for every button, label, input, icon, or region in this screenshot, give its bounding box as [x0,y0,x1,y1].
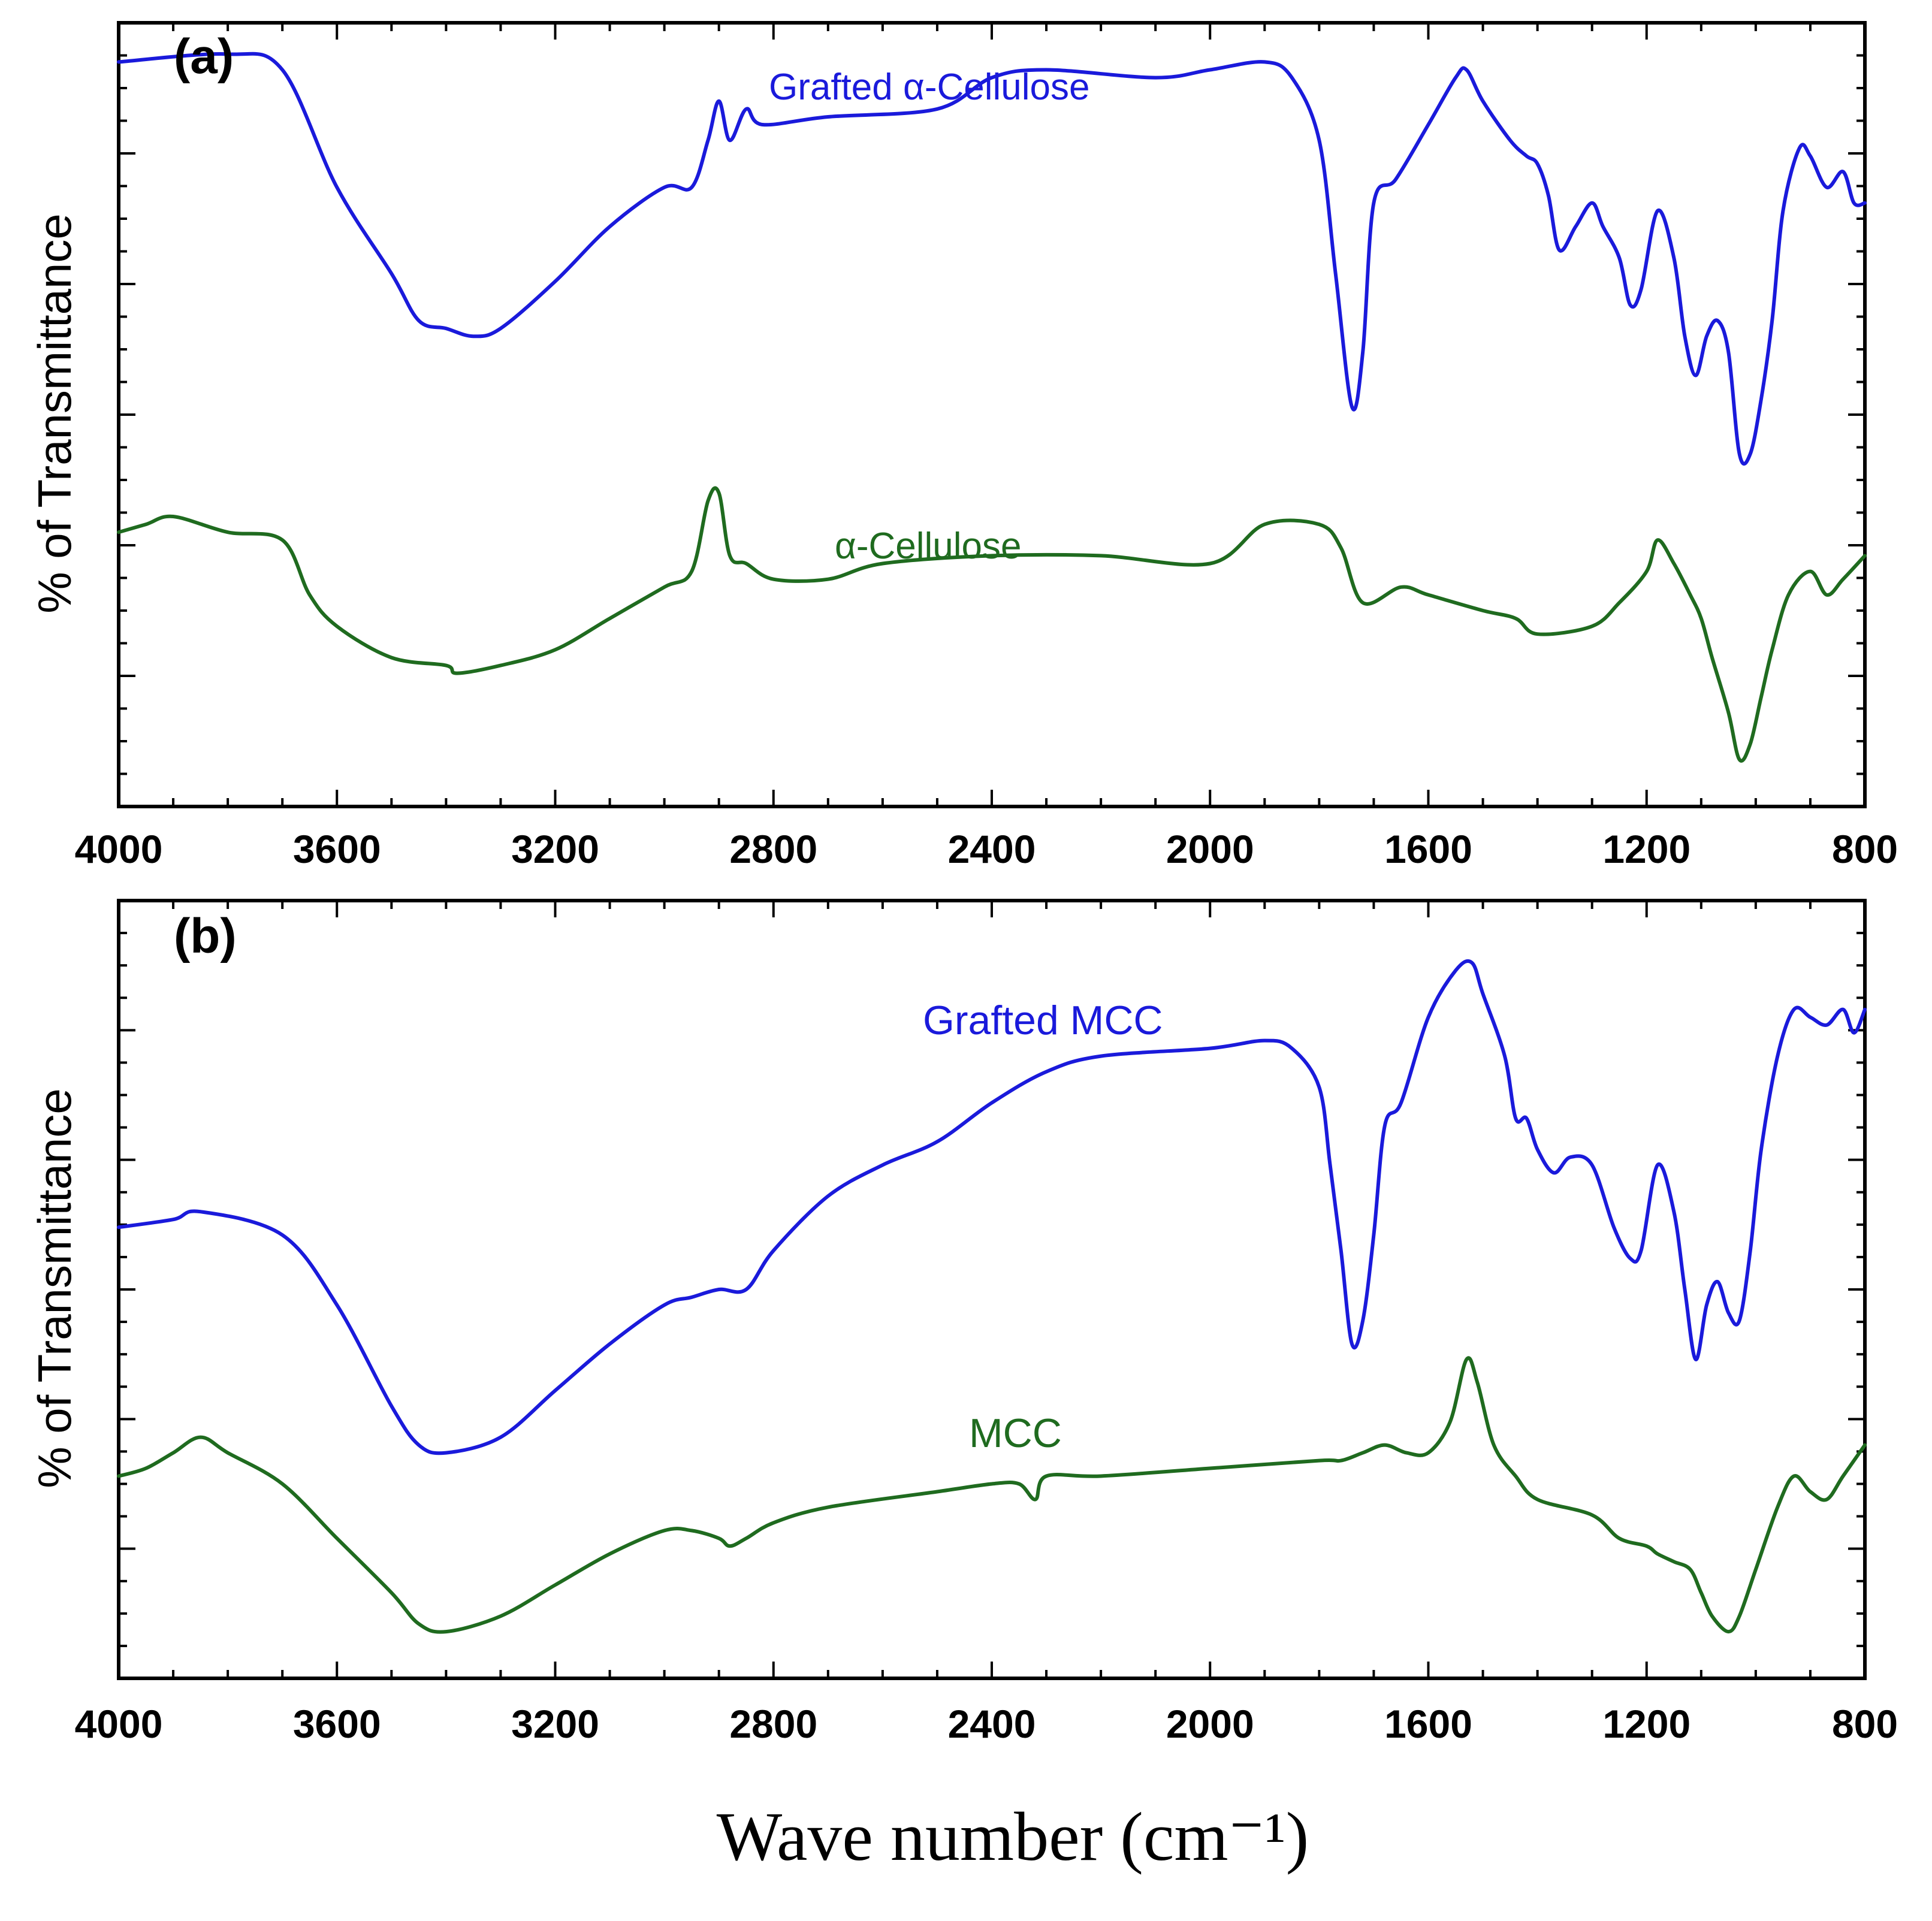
series-label-grafted-mcc: Grafted MCC [923,998,1163,1043]
x-tick-label-2400: 2400 [948,1702,1036,1746]
x-tick-label-2400: 2400 [948,827,1036,871]
series-label-alpha-cellulose: α-Cellulose [835,525,1022,567]
x-tick-label-2800: 2800 [729,827,817,871]
series-line--cellulose [117,486,1867,763]
x-tick-label-4000: 4000 [75,1702,163,1746]
panel-a: 4000 3600 3200 2800 2400 2000 1600 1200 800 (a) … [28,21,1898,871]
x-tick-label-4000: 4000 [75,827,163,871]
series-label-grafted-alpha-cellulose: Grafted α-Cellulose [769,67,1090,108]
x-tick-label-1600: 1600 [1384,827,1472,871]
x-tick-label-1200: 1200 [1602,827,1691,871]
panel-a-y-axis-label: % of Transmittance [28,213,81,614]
panel-b: 4000 3600 3200 2800 2400 2000 1600 1200 800 (b) … [28,899,1898,1746]
series-label-mcc: MCC [969,1410,1062,1456]
x-tick-label-1600: 1600 [1384,1702,1472,1746]
panel-b-ticks [117,901,1866,1678]
x-axis-label: Wave number (cm⁻¹) [717,1799,1309,1875]
series-line-mcc [117,1356,1867,1634]
panel-a-label: (a) [174,29,234,84]
x-tick-label-2000: 2000 [1166,827,1254,871]
x-tick-label-1200: 1200 [1602,1702,1691,1746]
panel-b-series [117,959,1867,1634]
x-tick-label-3600: 3600 [293,827,381,871]
series-line-grafted-mcc [117,959,1867,1455]
panel-a-series [117,52,1867,763]
panel-b-x-tick-labels: 4000 3600 3200 2800 2400 2000 1600 1200 800 [75,1702,1898,1746]
x-tick-label-2000: 2000 [1166,1702,1254,1746]
panel-b-label: (b) [174,909,237,963]
x-tick-label-800: 800 [1832,827,1898,871]
x-tick-label-3600: 3600 [293,1702,381,1746]
panel-a-ticks [117,23,1866,807]
panel-a-frame [117,21,1867,808]
panel-a-x-tick-labels: 4000 3600 3200 2800 2400 2000 1600 1200 800 [75,827,1898,871]
series-line-grafted-cellulose [117,52,1867,466]
x-tick-label-800: 800 [1832,1702,1898,1746]
x-tick-label-2800: 2800 [729,1702,817,1746]
x-tick-label-3200: 3200 [511,827,599,871]
panel-b-y-axis-label: % of Transmittance [28,1088,81,1488]
x-tick-label-3200: 3200 [511,1702,599,1746]
